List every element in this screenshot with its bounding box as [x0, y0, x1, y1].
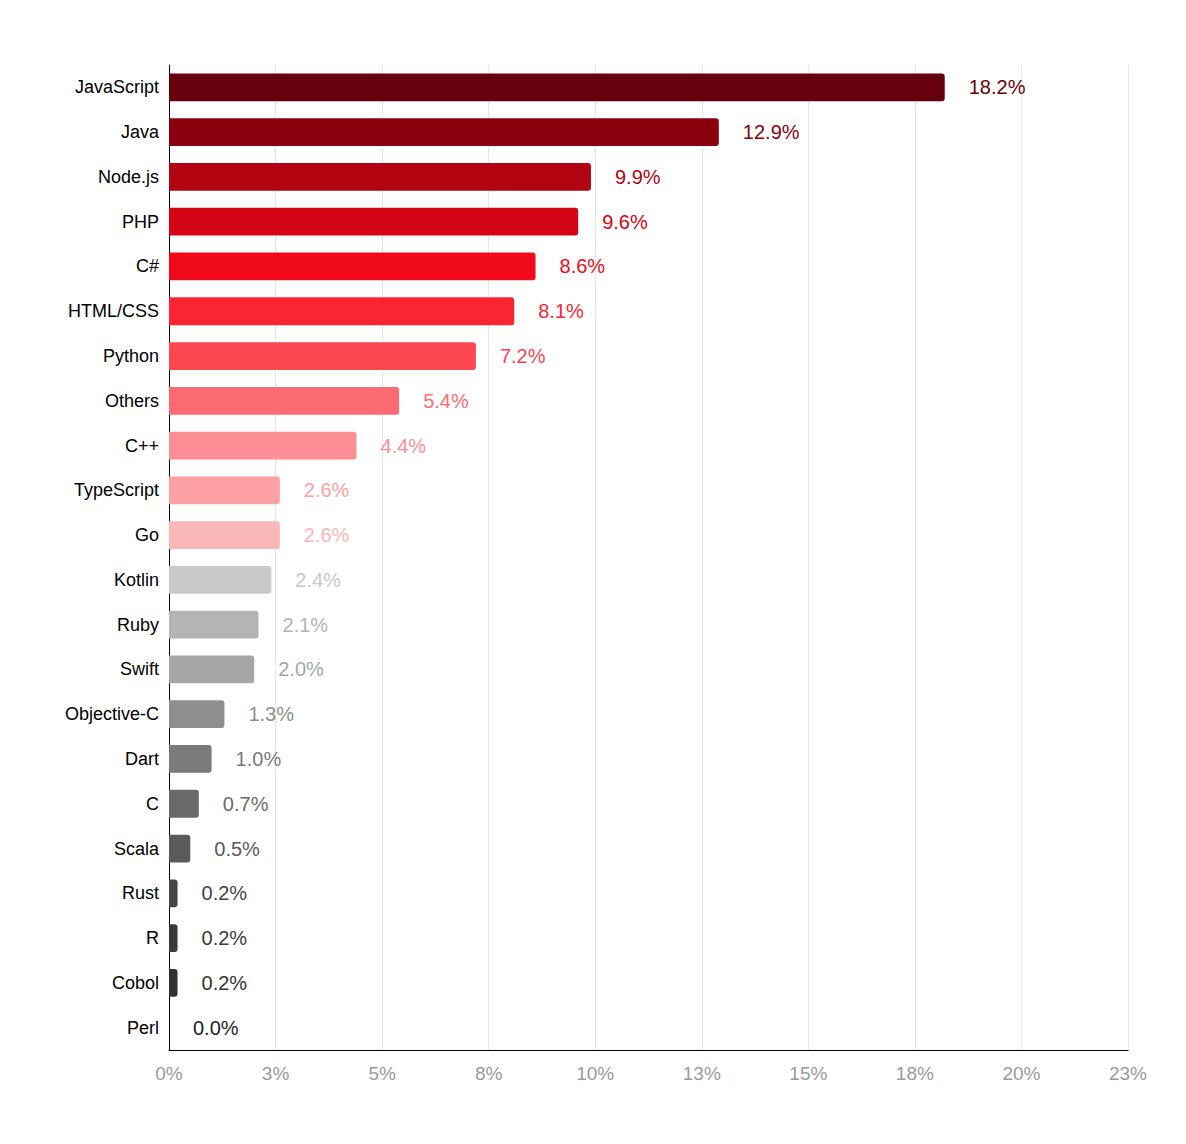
svg-text:2.6%: 2.6% — [304, 524, 350, 546]
svg-text:Objective-C: Objective-C — [65, 704, 159, 724]
svg-text:Kotlin: Kotlin — [114, 570, 159, 590]
svg-text:0.7%: 0.7% — [223, 793, 269, 815]
svg-text:R: R — [146, 928, 159, 948]
svg-text:2.6%: 2.6% — [304, 479, 350, 501]
svg-text:C#: C# — [136, 256, 159, 276]
svg-text:0.2%: 0.2% — [202, 972, 248, 994]
svg-text:Rust: Rust — [122, 883, 159, 903]
svg-text:2.1%: 2.1% — [283, 614, 329, 636]
svg-text:Python: Python — [103, 346, 159, 366]
svg-text:5.4%: 5.4% — [423, 390, 469, 412]
svg-text:Dart: Dart — [125, 749, 159, 769]
svg-text:0.0%: 0.0% — [193, 1017, 239, 1039]
svg-text:Go: Go — [135, 525, 159, 545]
svg-text:1.0%: 1.0% — [236, 748, 282, 770]
svg-text:0%: 0% — [155, 1063, 183, 1084]
svg-text:Swift: Swift — [120, 659, 159, 679]
svg-text:5%: 5% — [368, 1063, 396, 1084]
svg-text:15%: 15% — [789, 1063, 827, 1084]
svg-text:TypeScript: TypeScript — [74, 480, 159, 500]
svg-text:4.4%: 4.4% — [381, 435, 427, 457]
svg-text:JavaScript: JavaScript — [75, 77, 159, 97]
svg-text:Node.js: Node.js — [98, 167, 159, 187]
svg-text:Scala: Scala — [114, 839, 160, 859]
svg-text:8%: 8% — [475, 1063, 503, 1084]
svg-text:23%: 23% — [1109, 1063, 1147, 1084]
svg-text:0.2%: 0.2% — [202, 927, 248, 949]
svg-text:Cobol: Cobol — [112, 973, 159, 993]
svg-text:C: C — [146, 794, 159, 814]
svg-text:1.3%: 1.3% — [248, 703, 294, 725]
svg-text:Perl: Perl — [127, 1018, 159, 1038]
svg-text:9.9%: 9.9% — [615, 166, 661, 188]
svg-text:18.2%: 18.2% — [969, 76, 1026, 98]
svg-text:PHP: PHP — [122, 212, 159, 232]
svg-text:12.9%: 12.9% — [743, 121, 800, 143]
svg-text:3%: 3% — [262, 1063, 290, 1084]
svg-text:0.5%: 0.5% — [214, 838, 260, 860]
svg-text:9.6%: 9.6% — [602, 211, 648, 233]
svg-text:0.2%: 0.2% — [202, 882, 248, 904]
svg-text:10%: 10% — [576, 1063, 614, 1084]
svg-text:18%: 18% — [896, 1063, 934, 1084]
svg-text:Ruby: Ruby — [117, 615, 159, 635]
svg-text:2.0%: 2.0% — [278, 658, 324, 680]
svg-text:7.2%: 7.2% — [500, 345, 546, 367]
svg-text:Java: Java — [121, 122, 160, 142]
svg-text:HTML/CSS: HTML/CSS — [68, 301, 159, 321]
svg-text:2.4%: 2.4% — [295, 569, 341, 591]
svg-text:8.6%: 8.6% — [560, 255, 606, 277]
svg-text:Others: Others — [105, 391, 159, 411]
svg-text:8.1%: 8.1% — [538, 300, 584, 322]
svg-text:C++: C++ — [125, 436, 159, 456]
svg-text:20%: 20% — [1002, 1063, 1040, 1084]
svg-text:13%: 13% — [683, 1063, 721, 1084]
